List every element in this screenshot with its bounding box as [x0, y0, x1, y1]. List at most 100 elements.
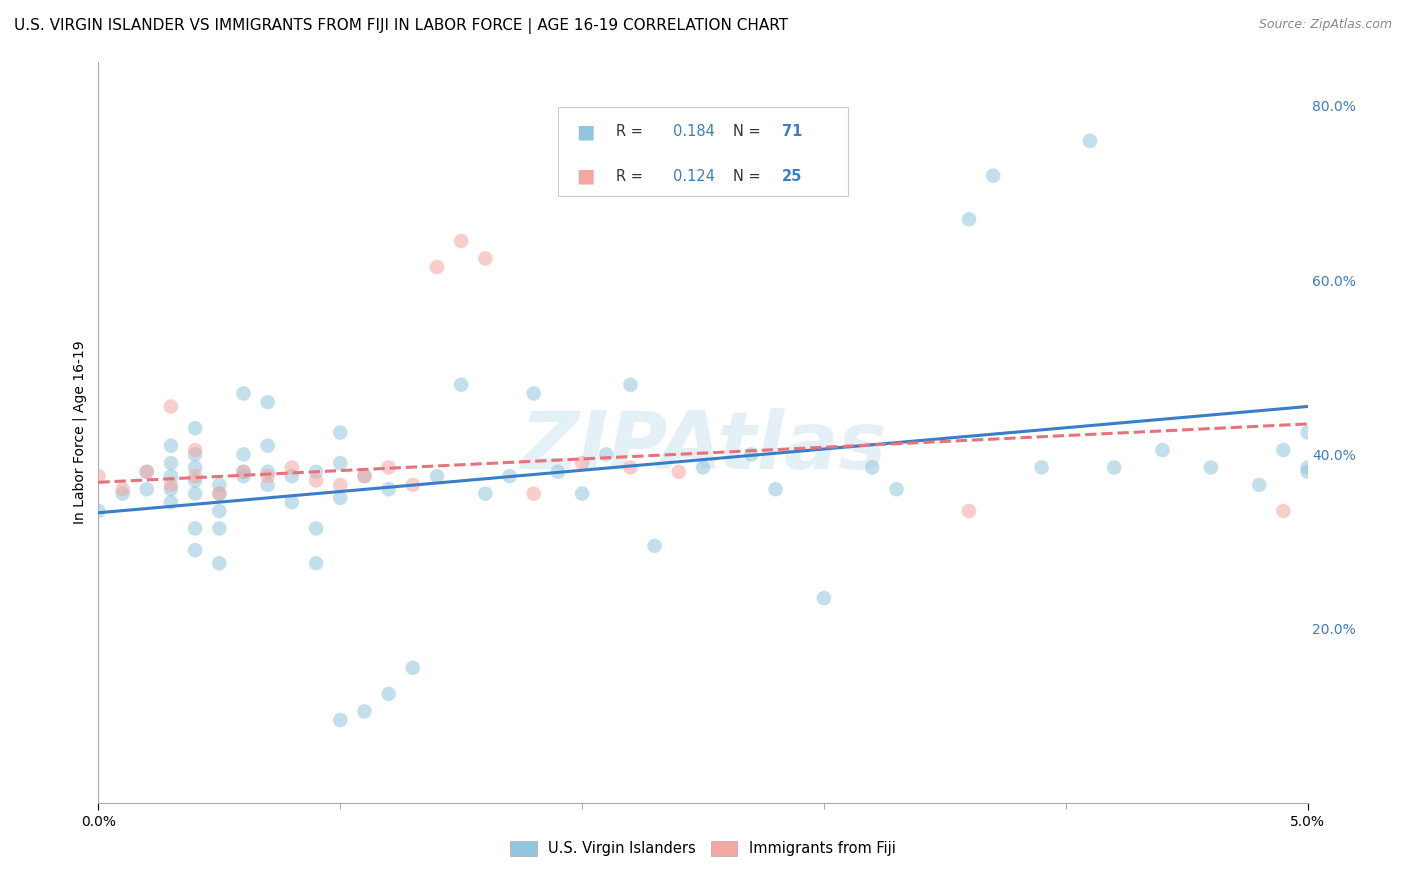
- Point: [305, 556, 328, 570]
- Point: [740, 447, 762, 461]
- Legend: U.S. Virgin Islanders, Immigrants from Fiji: U.S. Virgin Islanders, Immigrants from F…: [505, 835, 901, 863]
- Point: [353, 469, 375, 483]
- Point: [160, 439, 183, 453]
- Point: [1296, 425, 1319, 440]
- Point: [329, 713, 352, 727]
- Text: N =: N =: [734, 169, 765, 184]
- Y-axis label: In Labor Force | Age 16-19: In Labor Force | Age 16-19: [73, 341, 87, 524]
- Point: [256, 395, 278, 409]
- Point: [208, 556, 231, 570]
- Point: [256, 465, 278, 479]
- Point: [426, 260, 449, 274]
- Point: [305, 465, 328, 479]
- Point: [1296, 460, 1319, 475]
- Point: [232, 465, 254, 479]
- Point: [377, 460, 399, 475]
- Point: [208, 486, 231, 500]
- Point: [1272, 443, 1295, 458]
- Point: [281, 495, 304, 509]
- Point: [474, 252, 496, 266]
- Text: 71: 71: [782, 124, 801, 139]
- Point: [329, 425, 352, 440]
- Point: [184, 521, 207, 535]
- Text: N =: N =: [734, 124, 765, 139]
- Text: R =: R =: [616, 124, 647, 139]
- Point: [644, 539, 666, 553]
- Point: [474, 486, 496, 500]
- Point: [281, 460, 304, 475]
- Point: [619, 377, 641, 392]
- Text: R =: R =: [616, 169, 647, 184]
- Point: [256, 439, 278, 453]
- Point: [160, 478, 183, 492]
- Point: [523, 486, 546, 500]
- Point: [232, 386, 254, 401]
- Point: [135, 482, 157, 496]
- Point: [232, 447, 254, 461]
- Point: [135, 465, 157, 479]
- Point: [184, 543, 207, 558]
- Point: [305, 474, 328, 488]
- Point: [668, 465, 690, 479]
- Point: [1152, 443, 1174, 458]
- Point: [232, 469, 254, 483]
- Point: [160, 456, 183, 470]
- Point: [184, 474, 207, 488]
- Text: 25: 25: [782, 169, 801, 184]
- Text: U.S. VIRGIN ISLANDER VS IMMIGRANTS FROM FIJI IN LABOR FORCE | AGE 16-19 CORRELAT: U.S. VIRGIN ISLANDER VS IMMIGRANTS FROM …: [14, 18, 789, 34]
- Point: [402, 661, 425, 675]
- FancyBboxPatch shape: [558, 107, 848, 195]
- Point: [87, 504, 110, 518]
- Point: [184, 460, 207, 475]
- Point: [111, 486, 134, 500]
- Point: [377, 482, 399, 496]
- Point: [426, 469, 449, 483]
- Point: [160, 469, 183, 483]
- Point: [111, 482, 134, 496]
- Point: [1199, 460, 1222, 475]
- Point: [450, 377, 472, 392]
- Point: [184, 486, 207, 500]
- Point: [281, 469, 304, 483]
- Point: [160, 495, 183, 509]
- Text: ZIPAtlas: ZIPAtlas: [520, 409, 886, 486]
- Point: [184, 443, 207, 458]
- Point: [329, 478, 352, 492]
- Point: [765, 482, 787, 496]
- Point: [402, 478, 425, 492]
- Point: [353, 704, 375, 718]
- Point: [208, 521, 231, 535]
- Point: [595, 447, 617, 461]
- Point: [208, 478, 231, 492]
- Point: [256, 478, 278, 492]
- Text: 0.124: 0.124: [672, 169, 714, 184]
- Point: [813, 591, 835, 606]
- Text: ■: ■: [576, 122, 595, 141]
- Point: [1078, 134, 1101, 148]
- Point: [256, 469, 278, 483]
- Point: [571, 456, 593, 470]
- Text: Source: ZipAtlas.com: Source: ZipAtlas.com: [1258, 18, 1392, 31]
- Point: [1296, 465, 1319, 479]
- Point: [957, 212, 980, 227]
- Point: [860, 460, 883, 475]
- Point: [1102, 460, 1125, 475]
- Point: [1249, 478, 1271, 492]
- Point: [377, 687, 399, 701]
- Point: [886, 482, 908, 496]
- Point: [87, 469, 110, 483]
- Point: [692, 460, 714, 475]
- Text: 0.184: 0.184: [672, 124, 714, 139]
- Text: ■: ■: [576, 167, 595, 186]
- Point: [450, 234, 472, 248]
- Point: [329, 456, 352, 470]
- Point: [135, 465, 157, 479]
- Point: [1031, 460, 1053, 475]
- Point: [353, 469, 375, 483]
- Point: [184, 421, 207, 435]
- Point: [523, 386, 546, 401]
- Point: [571, 486, 593, 500]
- Point: [981, 169, 1004, 183]
- Point: [1272, 504, 1295, 518]
- Point: [547, 465, 569, 479]
